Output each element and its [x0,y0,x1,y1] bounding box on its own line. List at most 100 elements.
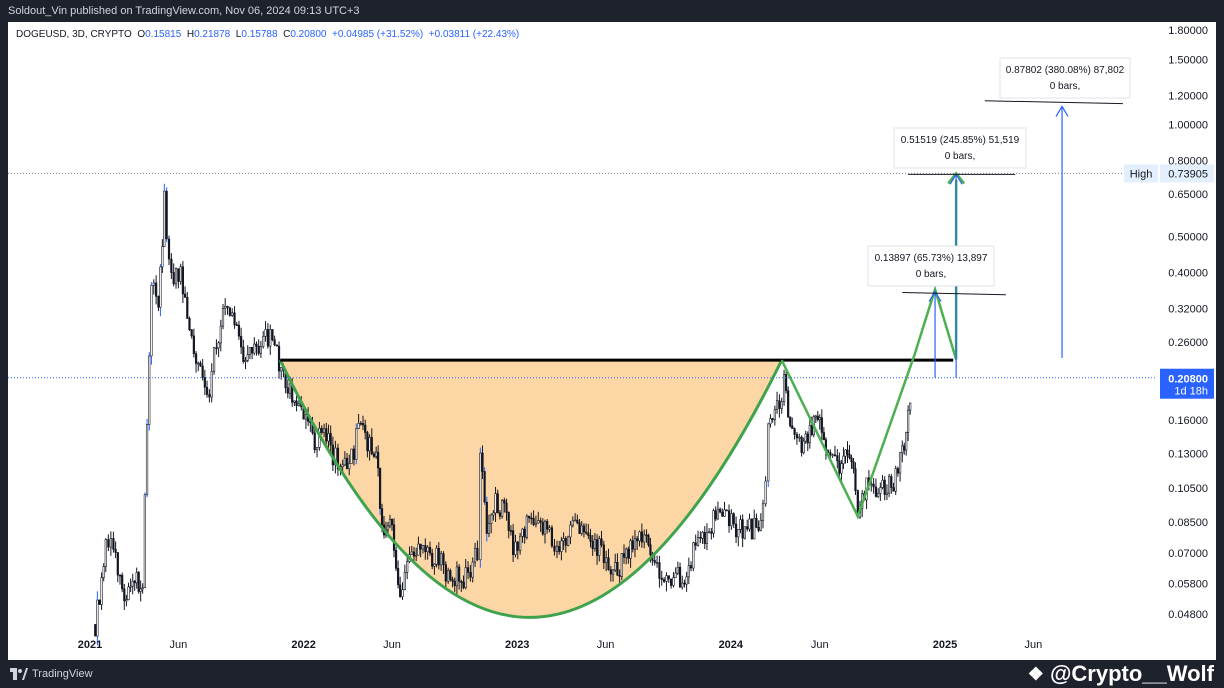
candle-body [449,570,452,580]
candle-body [507,512,510,531]
projection-label-value-3: 0.87802 (380.08%) 87,802 [1006,65,1125,76]
tradingview-logo-icon [10,668,28,680]
high-tag-value: 0.73905 [1168,168,1208,180]
measure-arrow-1-head [928,290,942,302]
candle-body [655,562,659,564]
candle-body [152,282,155,286]
candle-body [476,547,479,561]
candle-body [810,425,813,435]
candle-body [104,539,107,567]
candle-body [785,374,788,391]
candle-body [479,452,482,561]
candle-body [660,577,663,580]
candle-body [485,501,488,534]
candle-body [701,532,704,539]
candle-body [325,428,328,442]
candle-body [591,540,594,549]
candle-body [782,374,786,403]
candle-body [638,531,641,542]
candle-body [257,345,260,354]
tradingview-logo: TradingView [10,664,93,684]
candle-body [653,560,656,563]
candle-body [172,272,175,285]
candle-body [361,423,365,426]
candle-body [883,479,886,495]
candle-body [808,425,811,444]
last-price-tag [1160,368,1214,399]
x-axis-tick: 2023 [505,639,529,651]
candle-body [503,500,506,504]
candle-body [543,521,547,535]
candle-body [286,387,289,394]
candle-body [820,417,823,433]
y-axis-tick: 0.50000 [1168,231,1208,243]
candle-body [892,487,895,492]
candle-body [795,434,799,439]
candle-body [558,545,561,552]
candle-body [636,538,639,542]
candle-body [602,544,605,564]
candle-body [183,293,187,298]
candle-body [905,432,908,451]
candle-body [689,565,693,569]
candle-body [221,308,225,327]
candle-body [767,423,770,482]
candle-body [555,545,559,552]
candle-body [370,437,373,455]
watermark-diamond-icon: ❖ [1027,663,1044,684]
candle-body [681,582,684,588]
candle-body [780,401,783,409]
symbol-legend: DOGEUSD, 3D, CRYPTO O0.15815 H0.21878 L0… [16,29,519,40]
candle-body [645,534,648,537]
candle-body [483,471,486,503]
candle-body [907,409,910,433]
y-axis-tick: 0.40000 [1168,267,1208,279]
candle-body [148,355,151,425]
candle-body [708,531,711,534]
candle-body [163,190,166,247]
candle-body [451,579,454,582]
candle-body [627,548,630,559]
candle-body [595,539,599,556]
candle-body [131,580,134,587]
candle-body [764,480,767,505]
y-axis-tick: 0.13000 [1168,448,1208,460]
candle-body [598,538,601,556]
x-axis-tick: Jun [169,639,187,651]
candle-body [665,575,668,582]
candle-body [315,447,319,451]
y-axis-tick: 0.16000 [1168,415,1208,427]
candle-body [512,530,515,555]
candle-body [143,494,146,589]
candle-body [793,428,796,435]
candle-body [327,433,330,442]
candle-body [498,512,502,517]
candle-body [607,557,610,570]
candle-body [806,433,809,444]
candle-body [696,536,700,546]
candle-body [377,451,380,469]
candle-body [215,347,218,350]
candle-body [135,572,138,584]
tradingview-logo-text: TradingView [32,668,93,680]
candle-body [137,572,140,592]
candle-body [139,588,142,592]
candle-body [100,577,103,605]
candle-body [605,557,608,564]
candle-body [194,353,198,364]
candle-body [197,362,200,365]
y-axis-tick: 1.50000 [1168,54,1208,66]
candle-body [589,535,592,542]
candle-body [235,324,238,326]
publish-line: Soldout_Vin published on TradingView.com… [0,0,1224,22]
candle-body [203,377,206,388]
candle-body [519,535,522,551]
candle-body [548,527,551,530]
price-chart[interactable]: 0.13897 (65.73%) 13,897 0 bars, 0.51519 (2… [0,0,1224,660]
candle-body [226,305,229,309]
candle-body [836,455,839,462]
candle-body [800,436,803,453]
candle-body [775,400,779,410]
candle-body [490,514,493,524]
candle-body [881,479,884,488]
